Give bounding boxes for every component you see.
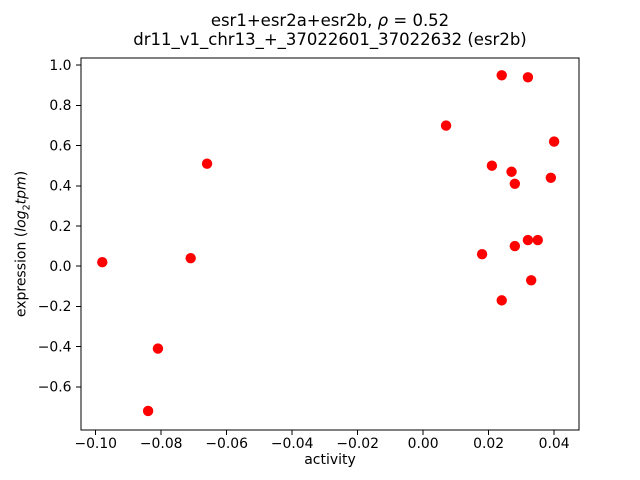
scatter-point (522, 234, 534, 246)
correlation-value: = 0.52 (388, 11, 450, 30)
y-tick-label: 0.8 (49, 98, 71, 114)
y-tick-label: 0.2 (49, 219, 71, 235)
scatter-point (185, 252, 196, 264)
x-tick-label: −0.06 (205, 436, 248, 452)
scatter-point (532, 234, 543, 246)
scatter-point (509, 178, 521, 190)
y-tick-label: −0.6 (38, 380, 72, 396)
x-tick-label: −0.08 (140, 436, 183, 452)
y-tick-label: 1.0 (49, 58, 71, 74)
x-tick-label: 0.04 (539, 436, 570, 452)
scatter-point (522, 72, 534, 83)
scatter-point (548, 136, 560, 147)
scatter-point (525, 275, 537, 286)
y-axis-label-math: log2tpm (13, 176, 33, 232)
scatter-point (545, 172, 557, 183)
scatter-point (152, 343, 164, 354)
y-tick-label: −0.2 (38, 299, 72, 315)
y-axis-label-prefix: expression ( (13, 231, 30, 318)
y-axis-label-suffix: ) (13, 170, 30, 177)
chart-title-line1: esr1+esr2a+esr2b, ρ = 0.52 (81, 11, 579, 31)
axes-frame (80, 57, 580, 431)
y-tick-label: 0.0 (49, 259, 71, 275)
x-tick-label: −0.04 (271, 436, 314, 452)
scatter-point (97, 256, 108, 268)
chart-title-text: esr1+esr2a+esr2b, (210, 11, 378, 30)
scatter-point (509, 240, 521, 252)
scatter-point (496, 70, 507, 81)
y-tick-label: −0.4 (38, 339, 72, 355)
x-tick-label: −0.02 (336, 436, 379, 452)
scatter-point (476, 248, 488, 260)
x-tick-label: 0.02 (473, 436, 504, 452)
scatter-point (486, 160, 498, 171)
y-tick-label: 0.6 (49, 138, 71, 154)
x-tick-label: 0.00 (408, 436, 439, 452)
y-axis-label: expression (log2tpm) (14, 171, 33, 317)
rho-symbol: ρ (377, 11, 389, 30)
scatter-point (201, 158, 213, 169)
x-axis-label: activity (304, 452, 356, 468)
scatter-point (440, 120, 452, 131)
scatter-point (496, 295, 507, 306)
scatter-point (142, 405, 154, 417)
x-tick-label: −0.10 (74, 436, 117, 452)
chart-title-line2: dr11_v1_chr13_+_37022601_37022632 (esr2b… (133, 29, 527, 49)
scatter-point (506, 166, 517, 177)
y-tick-label: 0.4 (49, 179, 71, 195)
chart-title: esr1+esr2a+esr2b, ρ = 0.52 dr11_v1_chr13… (81, 11, 579, 49)
